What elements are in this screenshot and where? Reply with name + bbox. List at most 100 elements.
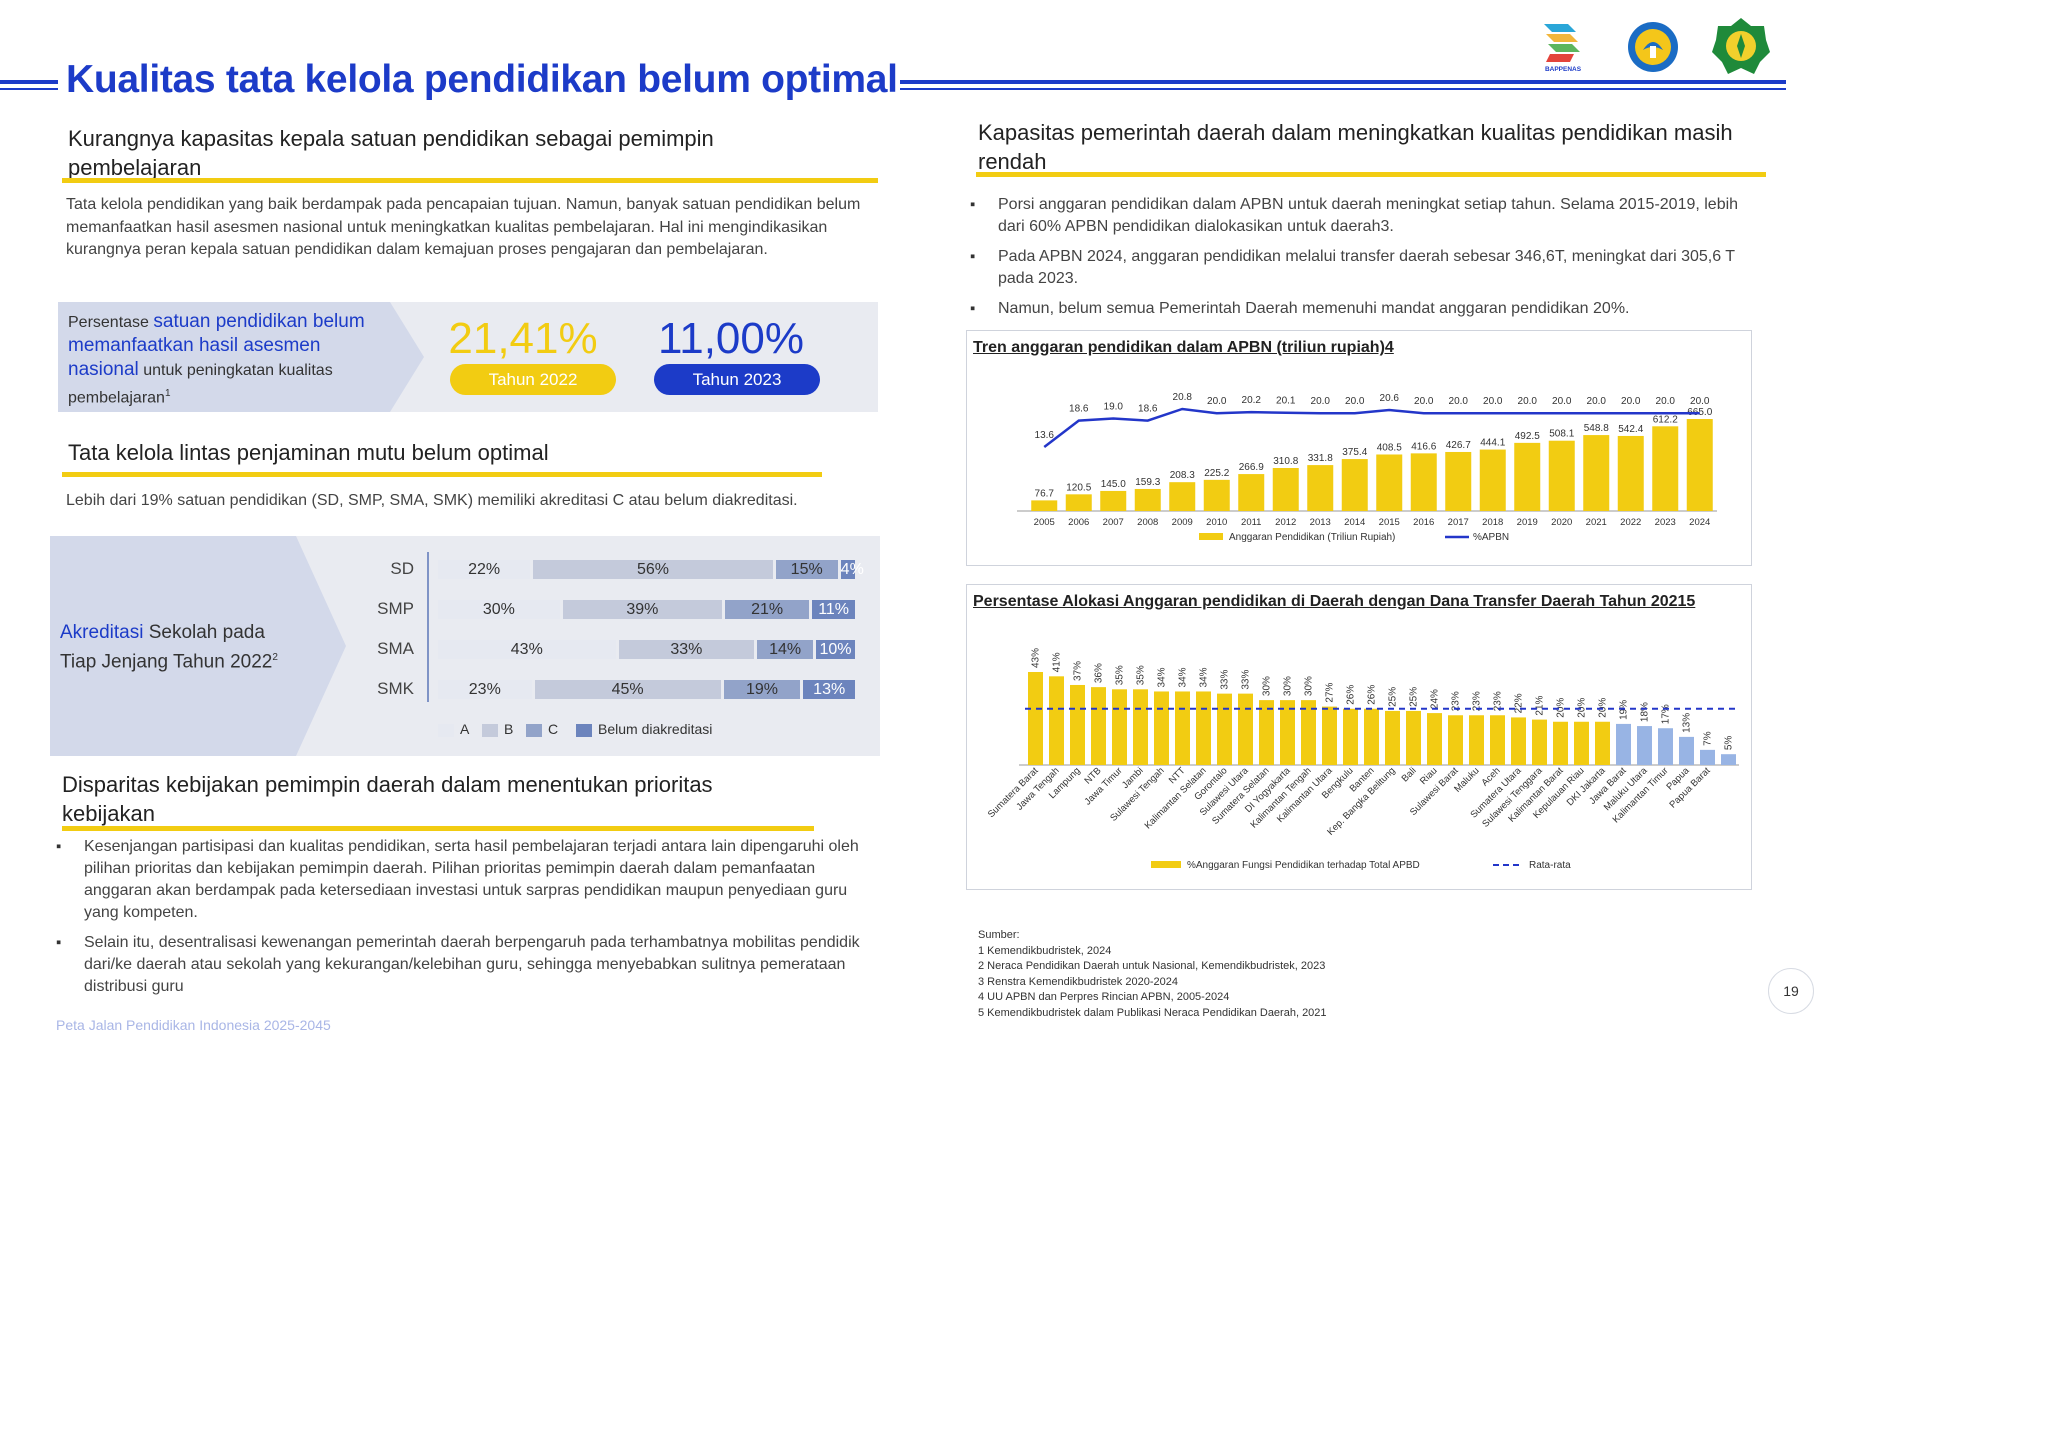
budget-bar: [1272, 468, 1299, 511]
section-rule: [976, 172, 1766, 177]
budget-bar: [1169, 482, 1196, 511]
line-value-label: 20.0: [1449, 396, 1469, 407]
bar-value-label: 25%: [1409, 687, 1420, 707]
bar-value-label: 20%: [1598, 698, 1609, 718]
bar-value-label: 7%: [1703, 731, 1714, 746]
region-bar: [1448, 715, 1463, 765]
bar-value-label: 416.6: [1411, 441, 1436, 452]
budget-bar: [1031, 500, 1058, 511]
title-rule-right-thin: [900, 88, 1786, 90]
regional-allocation-chart: Persentase Alokasi Anggaran pendidikan d…: [966, 584, 1752, 890]
accreditation-axis: [427, 552, 429, 702]
budget-bar: [1100, 490, 1127, 511]
bar-value-label: 145.0: [1101, 479, 1126, 490]
bar-value-label: 159.3: [1135, 477, 1160, 488]
accreditation-segment: 33%: [618, 640, 755, 659]
bar-value-label: 41%: [1052, 652, 1063, 672]
stat-2023-label: Tahun 2023: [654, 364, 820, 395]
source-item: 2 Neraca Pendidikan Daerah untuk Nasiona…: [978, 960, 1326, 972]
budget-bar: [1514, 442, 1541, 511]
accreditation-segment: 39%: [562, 600, 722, 619]
line-value-label: 20.0: [1690, 396, 1710, 407]
source-item: 1 Kemendikbudristek, 2024: [978, 944, 1112, 957]
line-value-label: 20.0: [1207, 396, 1227, 407]
section-heading-disparitas: Disparitas kebijakan pemimpin daerah dal…: [62, 772, 713, 826]
chart-title: Persentase Alokasi Anggaran pendidikan d…: [973, 593, 1696, 610]
bar-value-label: 33%: [1241, 670, 1252, 690]
legend-label: C: [548, 721, 559, 737]
line-value-label: 20.2: [1242, 395, 1262, 406]
section-rule: [62, 178, 878, 183]
budget-bar: [1617, 435, 1644, 511]
sources: Sumber: 1 Kemendikbudristek, 2024 2 Nera…: [978, 928, 1327, 1021]
accreditation-row-label: SMP: [377, 599, 414, 618]
bar-value-label: 35%: [1136, 665, 1147, 685]
bar-value-label: 34%: [1199, 667, 1210, 687]
bar-value-label: 508.1: [1549, 429, 1574, 440]
line-value-label: 13.6: [1035, 430, 1055, 441]
source-item: 4 UU APBN dan Perpres Rincian APBN, 2005…: [978, 991, 1230, 1003]
region-bar: [1070, 684, 1085, 765]
accreditation-segment: 22%: [438, 560, 531, 579]
bar-value-label: 665.0: [1687, 407, 1712, 418]
apbn-trend-chart: Tren anggaran pendidikan dalam APBN (tri…: [966, 330, 1752, 566]
source-item: 5 Kemendikbudristek dalam Publikasi Nera…: [978, 1006, 1327, 1019]
year-tick-label: 2006: [1068, 517, 1089, 528]
bar-value-label: 35%: [1115, 665, 1126, 685]
accreditation-segment: 45%: [534, 680, 721, 699]
bar-value-label: 20%: [1577, 698, 1588, 718]
bullet-item: Kesenjangan partisipasi dan kualitas pen…: [56, 836, 872, 924]
accreditation-row-label: SD: [390, 559, 414, 578]
region-bar: [1301, 700, 1316, 765]
region-bar: [1574, 721, 1589, 765]
disparitas-bullets: Kesenjangan partisipasi dan kualitas pen…: [56, 836, 872, 1006]
bar-value-label: 34%: [1157, 667, 1168, 687]
region-bar: [1322, 706, 1337, 765]
bar-value-label: 542.4: [1618, 424, 1643, 435]
region-bar: [1469, 715, 1484, 765]
year-tick-label: 2011: [1241, 517, 1261, 528]
region-bar: [1490, 715, 1505, 765]
stats-panel: Persentase satuan pendidikan belum meman…: [58, 302, 878, 412]
bar-value-label: 37%: [1073, 661, 1084, 681]
title-rule-left-thin: [0, 88, 58, 90]
accreditation-segment: 10%: [816, 640, 855, 659]
region-bar: [1091, 687, 1106, 765]
section-body: Tata kelola pendidikan yang baik berdamp…: [66, 196, 861, 258]
section-heading-penjaminan-mutu: Tata kelola lintas penjaminan mutu belum…: [68, 440, 549, 465]
legend-swatch: [1151, 861, 1181, 868]
bar-value-label: 17%: [1661, 704, 1672, 724]
line-value-label: 20.0: [1656, 396, 1676, 407]
budget-bar: [1445, 451, 1472, 511]
bar-value-label: 120.5: [1066, 482, 1091, 493]
title-rule-left: [0, 80, 58, 84]
accreditation-segment: 13%: [803, 680, 855, 699]
budget-bar: [1479, 449, 1506, 511]
accreditation-segment: 19%: [723, 680, 801, 699]
bar-value-label: 30%: [1283, 676, 1294, 696]
pemda-bullets: Porsi anggaran pendidikan dalam APBN unt…: [970, 194, 1756, 328]
region-bar: [1385, 710, 1400, 765]
bullet-item: Namun, belum semua Pemerintah Daerah mem…: [970, 298, 1756, 320]
region-bar: [1679, 736, 1694, 765]
line-value-label: 20.0: [1552, 396, 1572, 407]
year-tick-label: 2018: [1482, 517, 1503, 528]
legend-label: Anggaran Pendidikan (Triliun Rupiah): [1229, 532, 1395, 543]
region-bar: [1658, 728, 1673, 765]
region-bar: [1154, 691, 1169, 765]
bar-value-label: 13%: [1682, 713, 1693, 733]
bar-value-label: 21%: [1535, 695, 1546, 715]
legend-label: %APBN: [1473, 532, 1509, 543]
bar-value-label: 23%: [1451, 691, 1462, 711]
budget-bar: [1065, 494, 1092, 511]
accreditation-segment: 4%: [840, 560, 864, 579]
region-bar: [1637, 726, 1652, 765]
bar-value-label: 310.8: [1273, 456, 1298, 467]
year-tick-label: 2023: [1655, 517, 1676, 528]
legend-label: B: [504, 721, 514, 737]
accreditation-row-label: SMA: [377, 639, 414, 658]
line-value-label: 20.1: [1276, 396, 1296, 407]
year-tick-label: 2021: [1586, 517, 1607, 528]
footer-text: Peta Jalan Pendidikan Indonesia 2025-204…: [56, 1017, 331, 1033]
legend-label: A: [460, 721, 470, 737]
